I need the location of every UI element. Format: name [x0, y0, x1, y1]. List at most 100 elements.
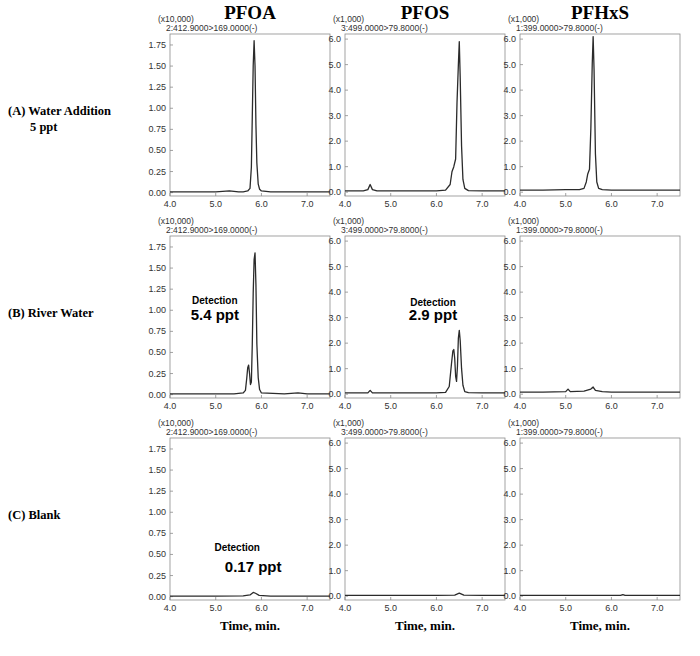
y-tick-label: 6.0 [328, 34, 341, 44]
x-tick [307, 597, 308, 600]
x-tick-label: 4.0 [514, 603, 527, 613]
x-tick [657, 395, 658, 398]
y-tick [345, 368, 348, 369]
y-tick [170, 310, 173, 311]
x-tick [390, 193, 391, 196]
y-tick-label: 2.0 [328, 338, 341, 348]
data-group [520, 387, 680, 392]
y-tick [170, 448, 173, 449]
y-tick [520, 166, 523, 167]
y-tick [345, 317, 348, 318]
panel: (x1,000)3:499.0000>79.8000(-)0.01.02.03.… [328, 418, 505, 633]
panel: (x1,000)1:399.0000>79.8000(-)0.01.02.03.… [503, 216, 680, 411]
y-tick [170, 87, 173, 88]
x-tick-label: 5.0 [209, 401, 222, 411]
row-label: (C) Blank [8, 508, 60, 522]
x-tick-label: 7.0 [301, 401, 314, 411]
subtitle: 1:399.0000>79.8000(-) [516, 225, 603, 235]
x-tick [657, 597, 658, 600]
data-group [520, 37, 680, 191]
y-tick-label: 1.50 [148, 465, 166, 475]
y-tick [345, 468, 348, 469]
y-tick-label: 2.0 [503, 136, 516, 146]
data-group [170, 253, 330, 394]
subtitle: 3:499.0000>79.8000(-) [341, 225, 428, 235]
data-group [170, 41, 330, 192]
annotation: Detection [214, 542, 260, 553]
y-tick [520, 545, 523, 546]
x-tick-label: 4.0 [339, 603, 352, 613]
data-group [345, 330, 505, 393]
y-tick-label: 3.0 [503, 515, 516, 525]
x-tick-label: 5.0 [559, 199, 572, 209]
subtitle: 2:412.9000>169.0000(-) [166, 427, 258, 437]
y-tick [170, 268, 173, 269]
subtitle: 3:499.0000>79.8000(-) [341, 427, 428, 437]
y-tick [170, 66, 173, 67]
y-tick [170, 108, 173, 109]
chromatogram-line [170, 592, 330, 596]
plot-frame [520, 236, 680, 398]
x-tick-label: 6.0 [255, 199, 268, 209]
x-tick [261, 395, 262, 398]
y-tick [345, 394, 348, 395]
y-tick-label: 1.00 [148, 103, 166, 113]
chromatogram-line [520, 37, 680, 191]
y-tick [520, 64, 523, 65]
x-tick [345, 597, 346, 600]
annotation: 5.4 ppt [191, 306, 239, 323]
plot-frame [345, 236, 505, 398]
y-tick-label: 0.0 [328, 389, 341, 399]
y-tick [170, 533, 173, 534]
y-tick-label: 1.50 [148, 61, 166, 71]
x-tick [565, 395, 566, 398]
y-tick-label: 1.0 [503, 162, 516, 172]
y-tick-label: 0.25 [148, 571, 166, 581]
subtitle: 2:412.9000>169.0000(-) [166, 23, 258, 33]
x-tick [436, 395, 437, 398]
x-tick-label: 6.0 [430, 199, 443, 209]
x-tick [520, 597, 521, 600]
x-tick-label: 7.0 [651, 603, 664, 613]
plot-frame [520, 438, 680, 600]
x-tick [261, 193, 262, 196]
subtitle: 3:499.0000>79.8000(-) [341, 23, 428, 33]
y-tick-label: 4.0 [328, 489, 341, 499]
y-tick-label: 4.0 [503, 85, 516, 95]
y-tick-label: 6.0 [503, 34, 516, 44]
y-tick [520, 394, 523, 395]
y-tick-label: 4.0 [328, 85, 341, 95]
y-tick-label: 1.75 [148, 444, 166, 454]
y-tick-label: 0.25 [148, 369, 166, 379]
y-tick-label: 0.25 [148, 167, 166, 177]
x-tick-label: 4.0 [164, 603, 177, 613]
x-tick-label: 5.0 [209, 199, 222, 209]
y-tick [520, 519, 523, 520]
y-tick [520, 141, 523, 142]
y-tick [345, 343, 348, 344]
y-tick-label: 6.0 [328, 438, 341, 448]
x-tick-label: 4.0 [339, 401, 352, 411]
x-tick [482, 597, 483, 600]
y-tick [345, 115, 348, 116]
row-label: 5 ppt [30, 120, 58, 134]
y-tick-label: 0.0 [328, 187, 341, 197]
x-tick [657, 193, 658, 196]
y-tick-label: 5.0 [503, 60, 516, 70]
y-tick-label: 0.75 [148, 528, 166, 538]
y-tick [520, 266, 523, 267]
chromatogram-line [345, 42, 505, 191]
y-tick-label: 6.0 [503, 236, 516, 246]
y-tick-label: 6.0 [503, 438, 516, 448]
x-tick-label: 6.0 [605, 199, 618, 209]
panel: (x10,000)2:412.9000>169.0000(-)0.000.250… [148, 418, 330, 633]
x-tick [170, 193, 171, 196]
y-tick [345, 545, 348, 546]
y-tick-label: 0.00 [148, 592, 166, 602]
y-tick-label: 4.0 [503, 287, 516, 297]
x-tick-label: 6.0 [255, 401, 268, 411]
y-tick-label: 2.0 [328, 540, 341, 550]
y-tick-label: 0.0 [328, 591, 341, 601]
x-tick-label: 7.0 [651, 199, 664, 209]
y-tick-label: 1.00 [148, 305, 166, 315]
